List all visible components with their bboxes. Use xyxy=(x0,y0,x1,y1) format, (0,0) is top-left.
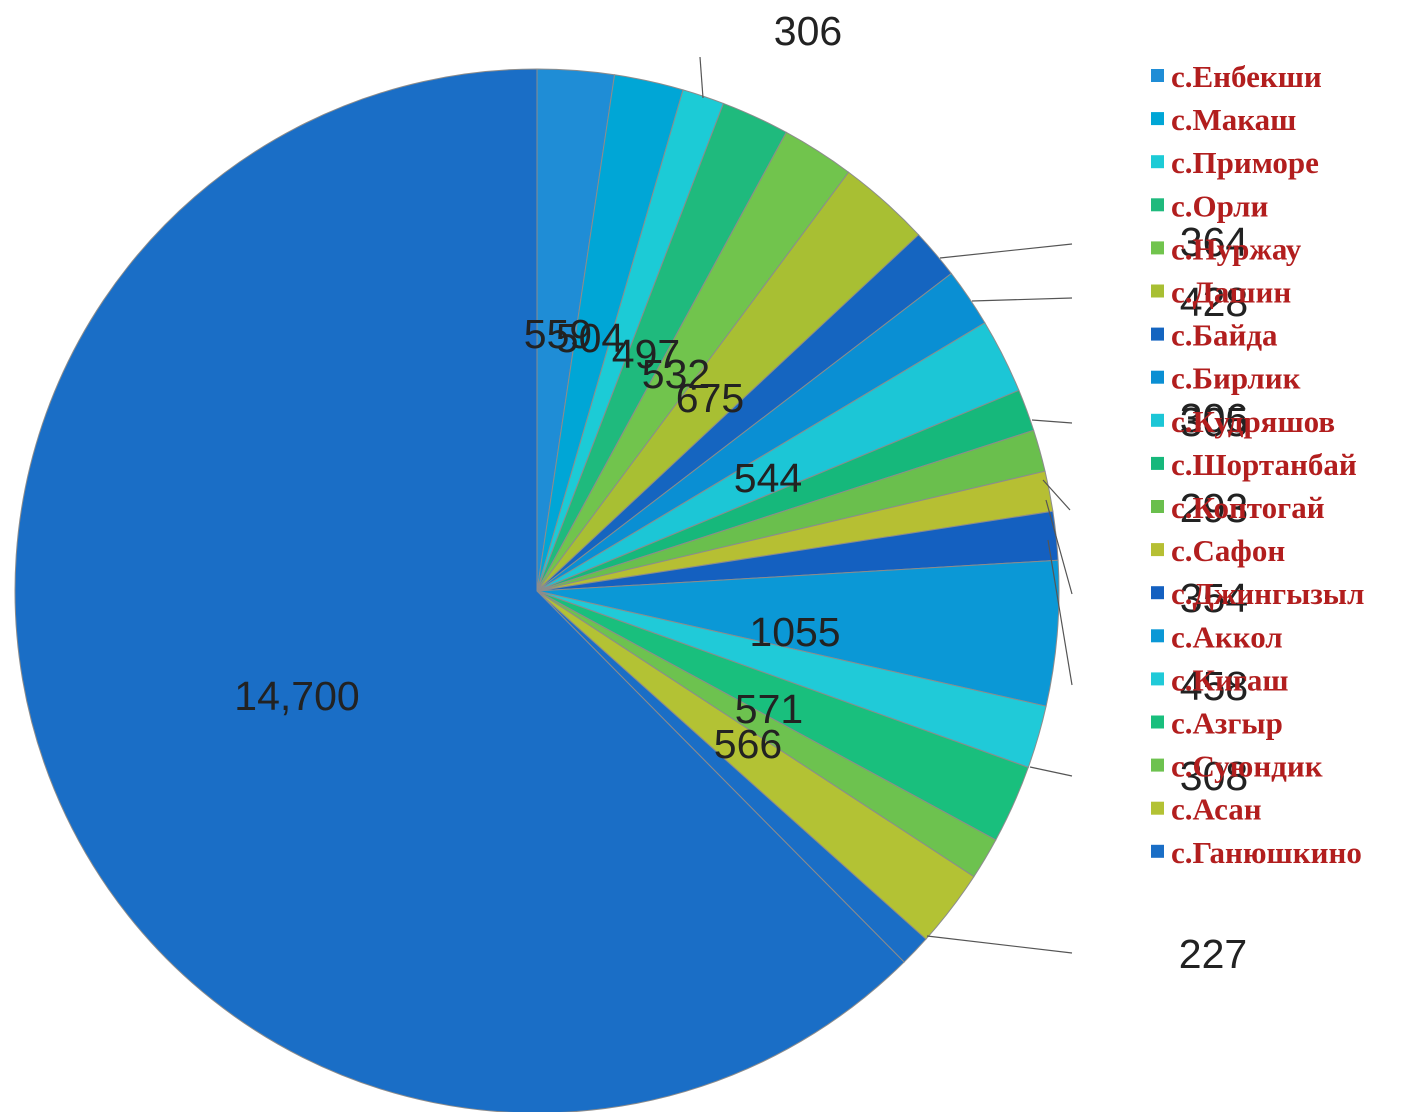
legend-label: с.Енбекши xyxy=(1171,59,1322,94)
legend-label: с.Орли xyxy=(1171,188,1268,223)
data-label: 566 xyxy=(714,721,782,767)
data-label: 227 xyxy=(1179,931,1247,977)
legend-label: с.Дашин xyxy=(1171,275,1291,310)
legend-label: с.Ганюшкино xyxy=(1171,835,1362,870)
legend-swatch xyxy=(1151,241,1164,255)
leader-line xyxy=(1045,499,1073,595)
data-label: 544 xyxy=(734,455,802,501)
data-label: 497 xyxy=(612,331,680,377)
legend-label: с.Кигаш xyxy=(1171,662,1289,697)
legend-swatch xyxy=(1151,672,1164,686)
legend-swatch xyxy=(1151,112,1164,126)
legend-swatch xyxy=(1151,758,1164,772)
data-label: 306 xyxy=(774,8,842,54)
data-label: 14,700 xyxy=(234,673,359,719)
data-label: 364 xyxy=(1180,219,1248,265)
legend-label: с.Бирлик xyxy=(1171,361,1301,396)
legend-swatch xyxy=(1151,586,1164,600)
legend-swatch xyxy=(1151,543,1164,557)
data-label: 305 xyxy=(1180,399,1248,445)
legend-swatch xyxy=(1151,198,1164,212)
legend-swatch xyxy=(1151,69,1164,82)
data-label: 458 xyxy=(1180,663,1248,709)
data-label: 559 xyxy=(524,311,592,357)
leader-line xyxy=(1031,419,1073,424)
leader-line xyxy=(926,935,1073,954)
legend-swatch xyxy=(1151,500,1164,513)
data-label: 532 xyxy=(642,351,710,397)
legend-swatch xyxy=(1151,155,1164,169)
data-label: 675 xyxy=(676,375,744,421)
data-label: 428 xyxy=(1180,279,1248,325)
legend-swatch xyxy=(1151,327,1164,341)
legend-swatch xyxy=(1151,370,1164,384)
legend-swatch xyxy=(1151,715,1164,729)
legend-label: с.Суюндик xyxy=(1171,749,1323,784)
legend-swatch xyxy=(1151,801,1164,815)
legend-swatch xyxy=(1151,284,1164,298)
legend-swatch xyxy=(1151,629,1164,643)
legend-label: с.Шортанбай xyxy=(1171,447,1357,482)
data-label: 1055 xyxy=(749,609,840,655)
data-labels: 5595043064975326753644285443063052933541… xyxy=(234,8,1248,977)
data-label: 308 xyxy=(1180,753,1248,799)
leader-line xyxy=(971,297,1073,302)
leader-line xyxy=(1047,539,1073,686)
legend-swatch xyxy=(1151,413,1164,427)
legend-swatch xyxy=(1151,456,1164,470)
leader-line xyxy=(1029,766,1073,777)
pie-slices xyxy=(14,68,1060,1112)
legend-label: с.Байда xyxy=(1171,318,1278,353)
pie-slice xyxy=(14,68,905,1112)
data-label: 306 xyxy=(1180,395,1248,441)
legend-label: с.Макаш xyxy=(1171,102,1296,137)
data-label: 354 xyxy=(1180,575,1248,621)
leader-lines xyxy=(699,56,1073,954)
legend-label: с.Асан xyxy=(1171,792,1262,827)
legend-label: с.Сафон xyxy=(1171,533,1285,568)
legend-swatch xyxy=(1151,844,1164,858)
legend-label: с.Кудряшов xyxy=(1171,404,1335,439)
legend-label: с.Приморе xyxy=(1171,145,1319,180)
leader-line xyxy=(1042,479,1071,511)
leader-line xyxy=(939,243,1073,259)
legend-label: с.Коптогай xyxy=(1171,490,1325,525)
data-label: 293 xyxy=(1180,485,1248,531)
leader-line xyxy=(699,56,704,99)
legend-label: с.Джингызыл xyxy=(1171,576,1364,611)
legend-label: с.Азгыр xyxy=(1171,706,1283,741)
legend-label: с.Нуржау xyxy=(1171,231,1302,266)
legend: с.Енбекши с.Макаш с.Приморе с.Орли с.Нуржау с… xyxy=(1151,59,1364,870)
data-label: 571 xyxy=(735,686,803,732)
data-label: 504 xyxy=(556,315,624,361)
legend-label: с.Аккол xyxy=(1171,619,1283,654)
